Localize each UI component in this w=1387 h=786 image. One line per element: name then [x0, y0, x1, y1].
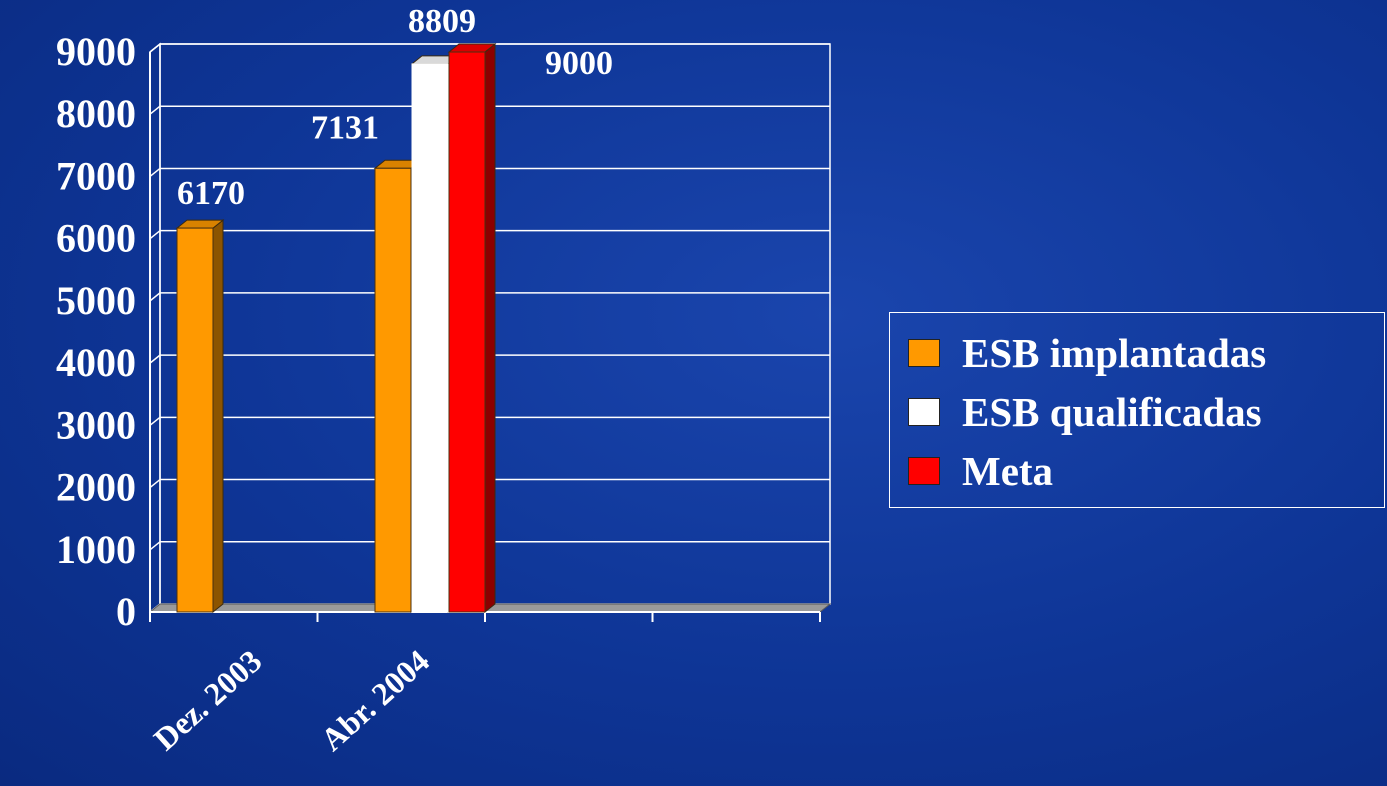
gridline-diagonal	[149, 478, 161, 489]
x-category-label: Dez. 2003	[147, 642, 269, 757]
y-tick-label: 5000	[56, 278, 136, 323]
y-tick-label: 4000	[56, 340, 136, 385]
bar-esb-qualificadas	[411, 63, 449, 613]
data-label: 7131	[311, 109, 379, 146]
legend-swatch	[908, 397, 940, 426]
bar-side	[484, 42, 496, 614]
bar-layer	[175, 42, 497, 614]
bar-meta	[448, 51, 486, 613]
legend-label: ESB implantadas	[962, 329, 1267, 376]
legend-swatch	[908, 338, 940, 367]
gridline-diagonal	[149, 105, 161, 115]
data-label: 9000	[545, 45, 613, 82]
y-tick-label: 1000	[56, 527, 136, 572]
label-layer: 6170 7131 8809 9000	[177, 3, 613, 212]
data-label: 6170	[177, 175, 245, 212]
gridline-diagonal	[149, 167, 161, 178]
plot-side-wall	[149, 42, 161, 614]
y-tick-label: 6000	[56, 216, 136, 261]
chart-legend: ESB implantadas ESB qualificadas Meta	[889, 312, 1385, 508]
legend-label: ESB qualificadas	[962, 388, 1262, 435]
y-tick-label: 0	[116, 589, 136, 634]
bar-esb-implantadas	[374, 167, 412, 613]
y-tick-label: 9000	[56, 29, 136, 74]
y-tick-label: 7000	[56, 153, 136, 198]
gridline-diagonal	[149, 354, 161, 364]
y-tick-label: 8000	[56, 91, 136, 136]
gridline-diagonal	[149, 292, 161, 302]
gridline-diagonal	[149, 230, 161, 240]
legend-item-implantadas: ESB implantadas	[908, 323, 1384, 382]
y-tick-label: 3000	[56, 402, 136, 447]
legend-label: Meta	[962, 447, 1054, 494]
legend-swatch	[908, 456, 940, 485]
gridline-diagonal	[149, 541, 161, 551]
bar-side	[212, 219, 224, 614]
gridline-diagonal	[149, 416, 161, 426]
x-category-label: Abr. 2004	[314, 642, 436, 757]
legend-item-qualificadas: ESB qualificadas	[908, 382, 1384, 441]
gridline-diagonal	[149, 43, 161, 53]
y-tick-label: 2000	[56, 465, 136, 510]
legend-item-meta: Meta	[908, 441, 1384, 500]
bar-esb-implantadas	[176, 227, 214, 613]
data-label: 8809	[408, 3, 476, 40]
